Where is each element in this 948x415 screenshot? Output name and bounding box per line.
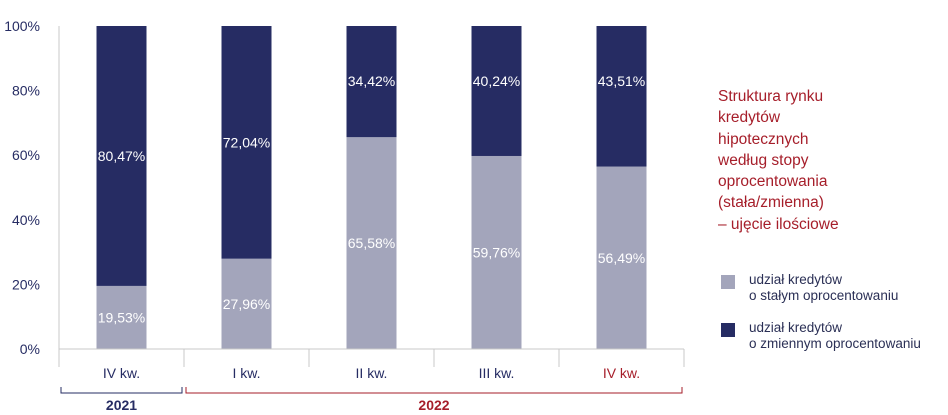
data-label-fixed: 19,53% [98, 309, 145, 325]
bar-fixed [471, 155, 522, 349]
data-label-variable: 72,04% [223, 134, 270, 150]
y-tick-label: 20% [12, 276, 40, 292]
bar-fixed [346, 137, 397, 349]
legend-line: o zmiennym oprocentowaniu [749, 336, 921, 351]
y-tick-label: 100% [4, 18, 40, 34]
x-tick-label: I kw. [232, 365, 260, 381]
title-line: – ujęcie ilościowe [718, 215, 839, 233]
legend-label: udział kredytów o zmiennym oprocentowani… [749, 320, 921, 352]
data-label-variable: 34,42% [348, 73, 395, 89]
year-bracket [185, 387, 683, 394]
title-line: według stopy [718, 151, 809, 169]
title-line: kredytów [718, 109, 781, 127]
legend-item-fixed: udział kredytów o stałym oprocentowaniu [721, 272, 898, 304]
legend-label: udział kredytów o stałym oprocentowaniu [749, 272, 898, 304]
title-line: oprocentowania [718, 173, 828, 191]
data-label-variable: 40,24% [473, 73, 520, 89]
bar-fixed [596, 166, 647, 349]
year-label: 2021 [106, 397, 137, 413]
x-tick-label: III kw. [479, 365, 515, 381]
data-label-fixed: 56,49% [598, 250, 645, 266]
title-line: (stała/zmienna) [718, 194, 824, 212]
year-label: 2022 [418, 397, 449, 413]
data-label-variable: 43,51% [598, 73, 645, 89]
legend-item-variable: udział kredytów o zmiennym oprocentowani… [721, 320, 921, 352]
bar-fixed [221, 258, 272, 349]
bar-variable [221, 26, 272, 259]
x-tick-label: IV kw. [603, 365, 640, 381]
title-line: Struktura rynku [718, 88, 824, 105]
x-tick-label: IV kw. [103, 365, 140, 381]
title-line: hipotecznych [718, 130, 809, 148]
year-bracket [60, 387, 183, 394]
data-label-variable: 80,47% [98, 148, 145, 164]
bar-variable [596, 26, 647, 167]
legend-line: udział kredytów [749, 272, 843, 287]
data-label-fixed: 27,96% [223, 296, 270, 312]
bar-variable [96, 26, 147, 286]
x-tick-label: II kw. [356, 365, 388, 381]
y-tick-label: 80% [12, 83, 40, 99]
legend-swatch-fixed [721, 275, 735, 289]
bar-variable [471, 26, 522, 156]
data-label-fixed: 65,58% [348, 235, 395, 251]
data-label-fixed: 59,76% [473, 244, 520, 260]
legend-line: udział kredytów [749, 320, 843, 335]
y-tick-label: 40% [12, 212, 40, 228]
legend-line: o stałym oprocentowaniu [749, 288, 899, 303]
legend-swatch-variable [721, 323, 735, 337]
chart-title: Struktura rynku kredytów hipotecznych we… [718, 86, 918, 235]
y-tick-label: 0% [20, 341, 40, 357]
y-tick-label: 60% [12, 147, 40, 163]
bar-fixed [96, 285, 147, 349]
bar-variable [346, 26, 397, 138]
stacked-bar-chart: 0% 20% 40% 60% 80% 100% 19,53% 80,47% 27,96% 72,0… [4, 18, 685, 413]
